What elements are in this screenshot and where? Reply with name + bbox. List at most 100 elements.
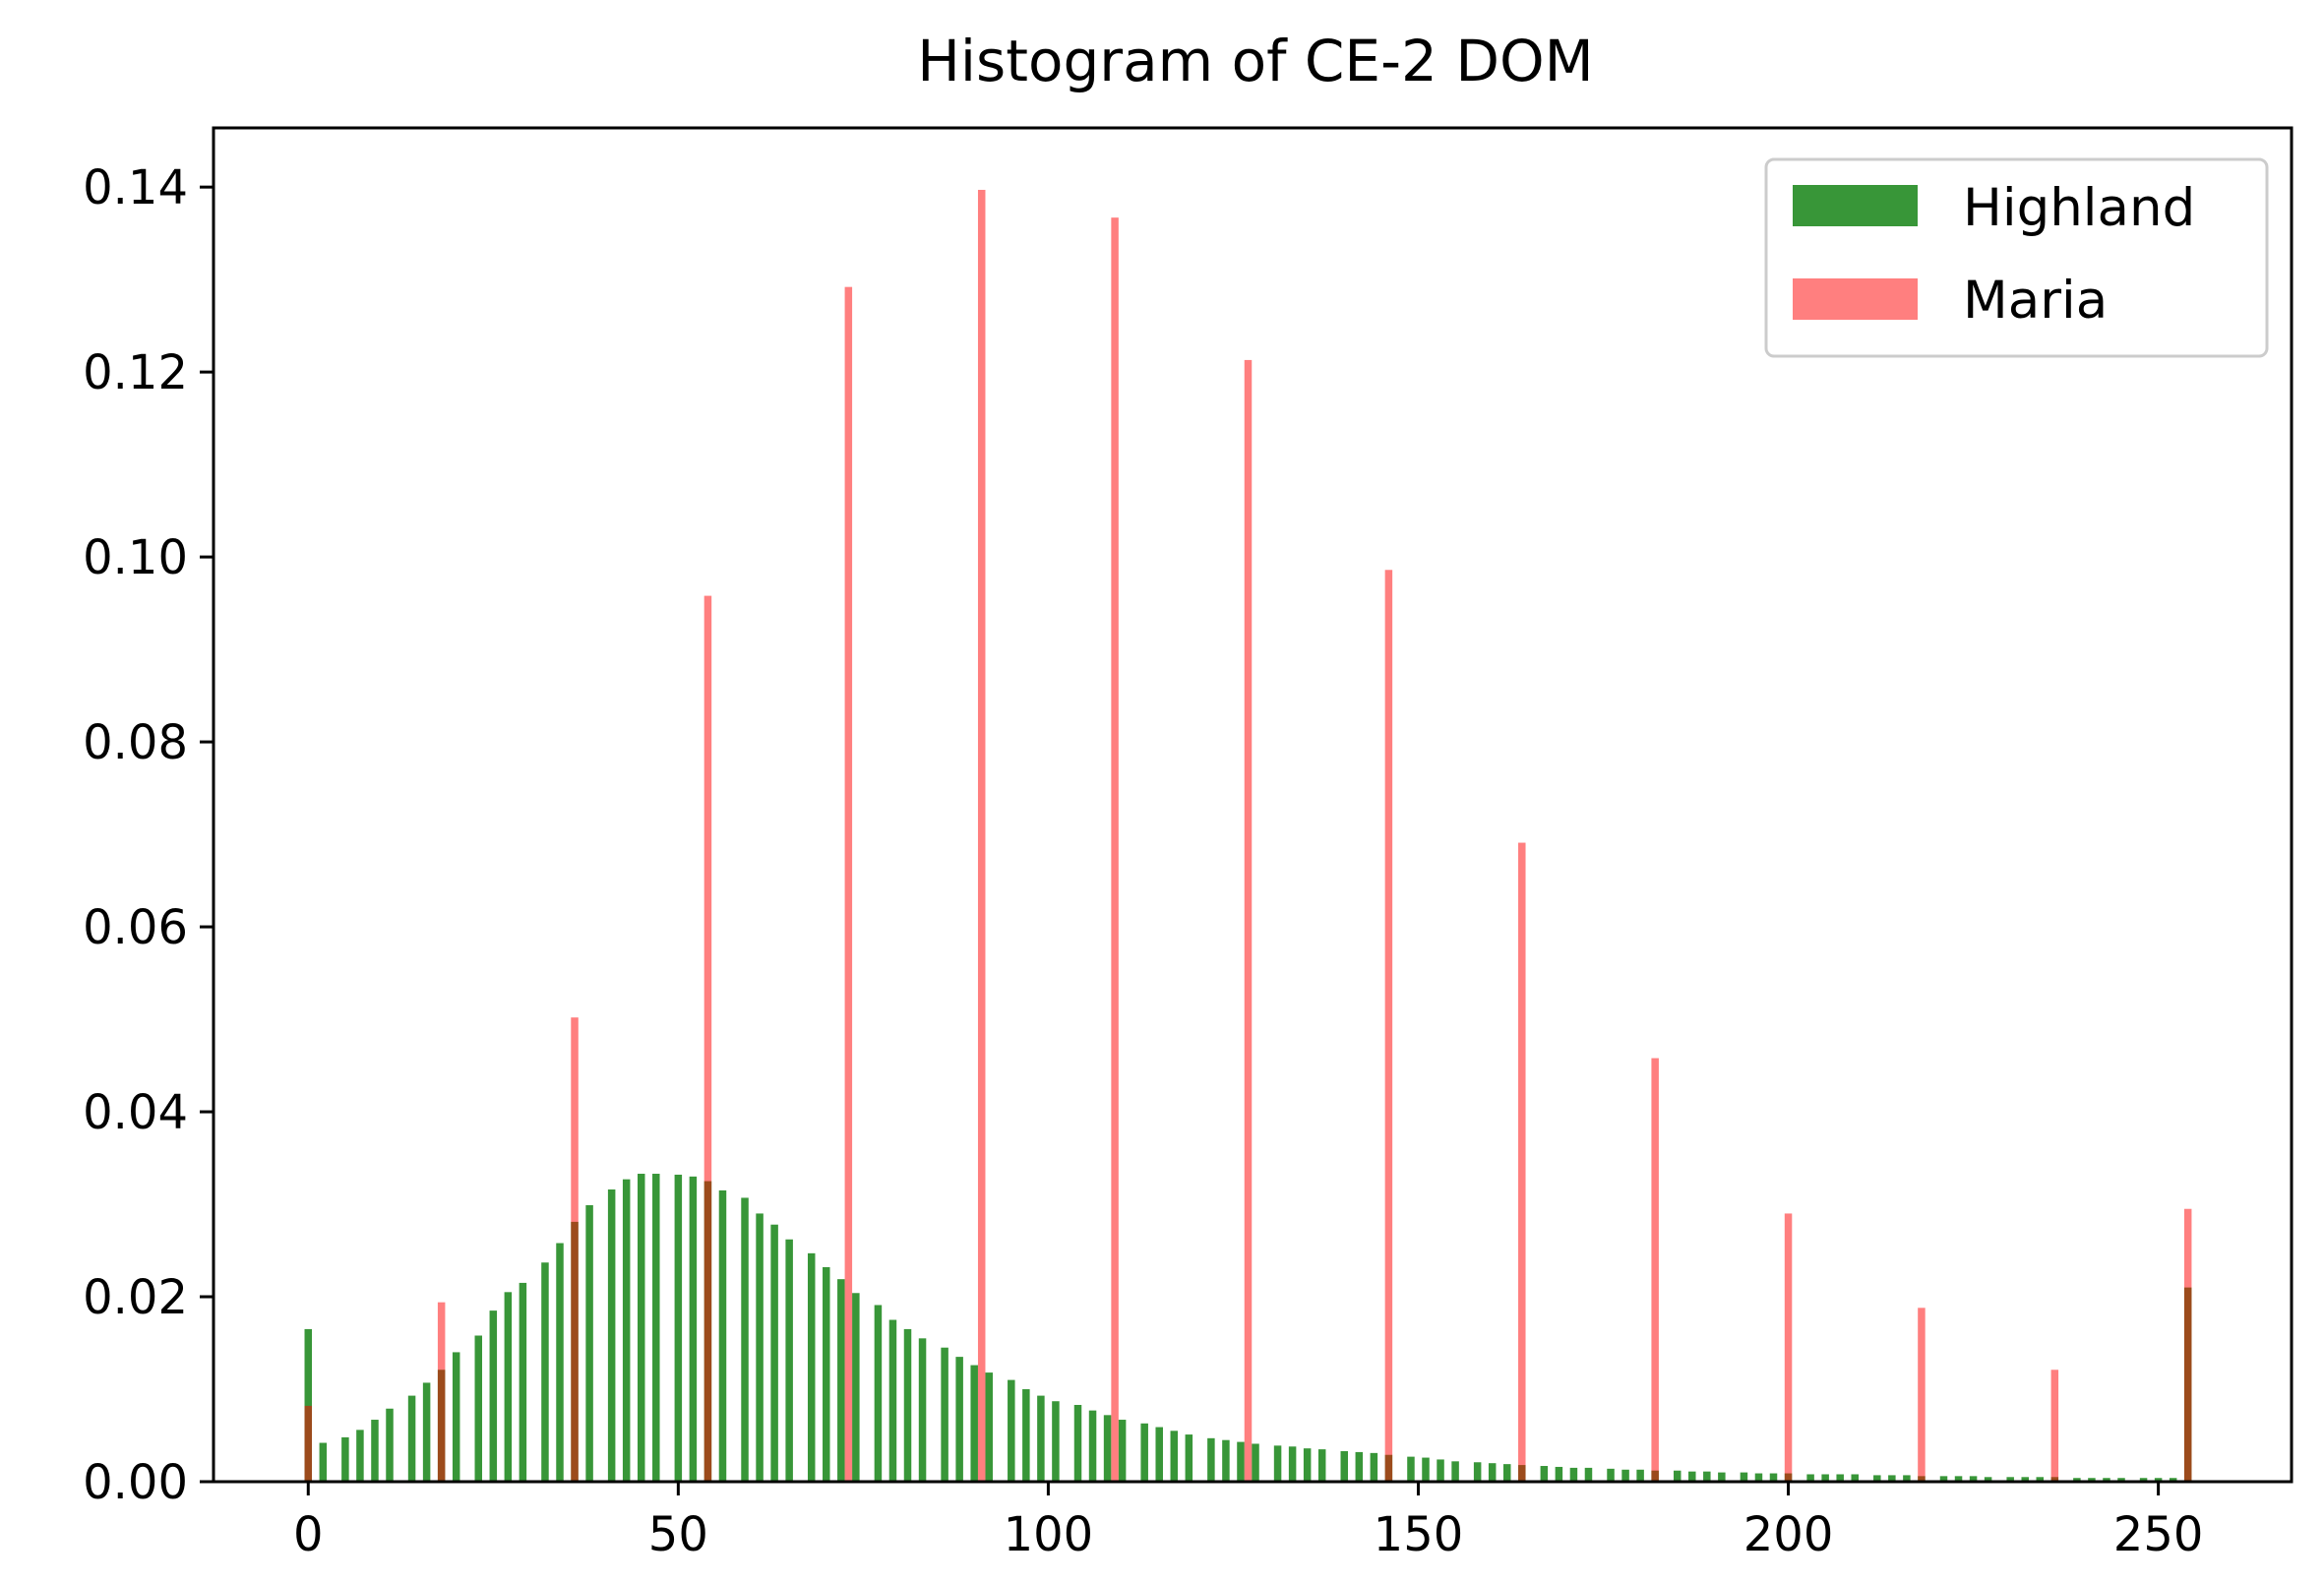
highland-bar [1873, 1475, 1881, 1482]
highland-bar [689, 1176, 698, 1482]
highland-bar [1437, 1459, 1444, 1482]
highland-bar [1052, 1401, 1060, 1482]
maria-bar [977, 189, 986, 1483]
maria-bar [1111, 217, 1119, 1482]
highland-bar [1688, 1471, 1696, 1482]
y-tick-label: 0.14 [83, 160, 188, 215]
y-tick-label: 0.00 [83, 1455, 188, 1510]
highland-bar [2103, 1478, 2110, 1482]
highland-bar [1903, 1475, 1911, 1482]
highland-bar [1008, 1379, 1015, 1482]
highland-bar [1939, 1476, 1948, 1482]
plot-frame [212, 126, 2293, 1484]
highland-bar [2139, 1478, 2148, 1482]
highland-bar [1340, 1450, 1349, 1482]
highland-bar [2036, 1477, 2045, 1482]
highland-bar [1703, 1471, 1711, 1482]
highland-bar [474, 1335, 483, 1482]
highland-bar [2021, 1477, 2029, 1482]
highland-bar [1237, 1441, 1245, 1482]
legend-label-maria: Maria [1963, 271, 2108, 331]
maria-bar [703, 595, 712, 1482]
highland-bar [1103, 1415, 1112, 1482]
highland-bar [1584, 1467, 1593, 1482]
highland-bar [823, 1266, 830, 1482]
maria-bar [2183, 1208, 2192, 1482]
y-tick-label: 0.12 [83, 345, 188, 400]
legend-label-highland: Highland [1963, 178, 2195, 238]
highland-bar [1806, 1474, 1814, 1482]
highland-bar [1185, 1434, 1193, 1482]
x-axis: 0 50 100 150 200 250 [293, 1482, 2203, 1562]
highland-bar [837, 1279, 845, 1482]
highland-bar [556, 1243, 564, 1482]
highland-bar [1636, 1469, 1644, 1482]
highland-bar [2154, 1478, 2163, 1482]
highland-bar [652, 1174, 660, 1482]
highland-bar [2088, 1478, 2096, 1482]
highland-bar [1740, 1472, 1748, 1482]
highland-bar [386, 1408, 394, 1482]
y-tick-label: 0.10 [83, 530, 188, 585]
highland-bar [1370, 1452, 1378, 1482]
x-tick-label: 100 [1004, 1507, 1094, 1562]
highland-bar [903, 1328, 912, 1482]
maria-bar [1651, 1058, 1659, 1482]
highland-bar [1555, 1466, 1563, 1482]
highland-bar [341, 1436, 349, 1482]
highland-bar [1502, 1464, 1511, 1482]
highland-bar [1569, 1467, 1578, 1482]
highland-bar [985, 1372, 993, 1482]
highland-bar [1488, 1463, 1497, 1482]
y-tick-label: 0.08 [83, 715, 188, 770]
highland-bar [2073, 1478, 2081, 1482]
highland-bar [718, 1189, 727, 1482]
highland-bar [1317, 1449, 1326, 1482]
highland-bar [489, 1310, 498, 1482]
legend-swatch-highland [1793, 185, 1918, 226]
legend: Highland Maria [1764, 157, 2269, 358]
highland-bar [1769, 1473, 1778, 1482]
highland-bar [1222, 1439, 1230, 1482]
maria-bar [571, 1017, 579, 1482]
highland-bar [970, 1365, 978, 1482]
highland-bar [1355, 1451, 1364, 1482]
highland-bar [371, 1420, 379, 1482]
maria-bar [1784, 1213, 1793, 1482]
highland-bar [955, 1357, 963, 1482]
highland-bar [1851, 1474, 1859, 1482]
highland-bar [1422, 1457, 1430, 1482]
highland-bar [852, 1293, 860, 1482]
highland-bar [622, 1179, 631, 1482]
y-tick-label: 0.06 [83, 900, 188, 955]
highland-bar [888, 1319, 897, 1482]
chart-title: Histogram of CE-2 DOM [917, 28, 1593, 94]
highland-bar [741, 1197, 749, 1482]
highland-bar [407, 1395, 416, 1482]
highland-bar [1252, 1443, 1259, 1482]
highland-bar [1969, 1476, 1978, 1482]
x-tick-label: 200 [1743, 1507, 1834, 1562]
highland-bar [1207, 1437, 1215, 1482]
highland-bar [1821, 1474, 1829, 1482]
highland-bar [1273, 1445, 1282, 1482]
maria-bar [844, 286, 853, 1482]
highland-bar [319, 1442, 328, 1482]
x-tick-label: 50 [648, 1507, 708, 1562]
highland-bar [1984, 1477, 1992, 1482]
highland-bar [807, 1252, 816, 1482]
maria-bar [1918, 1308, 1926, 1482]
bars-layer [304, 189, 2192, 1483]
x-tick-label: 0 [293, 1507, 324, 1562]
highland-bar [918, 1338, 927, 1482]
maria-bar [437, 1302, 446, 1482]
legend-swatch-maria [1793, 278, 1918, 320]
highland-bar [1836, 1474, 1844, 1482]
highland-bar [1718, 1472, 1726, 1482]
highland-bar [452, 1352, 460, 1482]
highland-bar [1170, 1431, 1179, 1482]
highland-bar [1754, 1473, 1763, 1482]
maria-bar [2050, 1370, 2059, 1482]
maria-bar [1244, 359, 1253, 1482]
